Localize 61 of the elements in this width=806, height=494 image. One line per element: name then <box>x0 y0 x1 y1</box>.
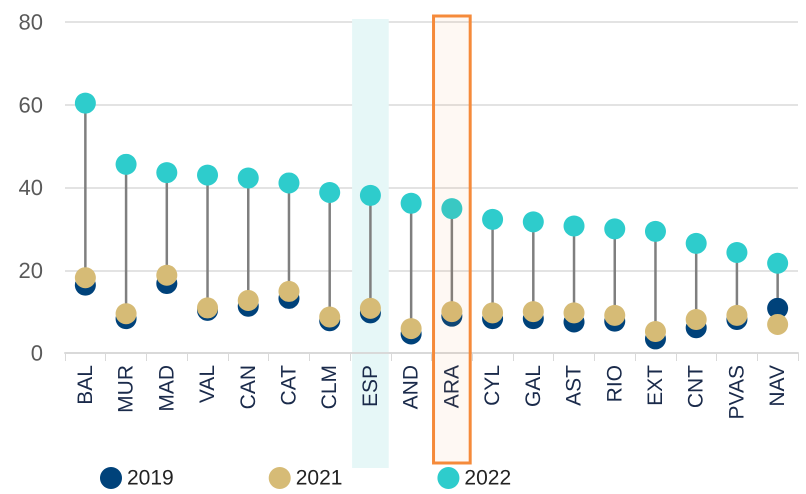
point <box>604 304 626 326</box>
point <box>400 192 422 214</box>
point <box>74 92 96 114</box>
x-tick-label: AND <box>400 365 423 410</box>
point <box>319 182 340 203</box>
y-tick-label: 80 <box>18 10 43 34</box>
x-tick-label: BAL <box>74 365 97 405</box>
x-tick-label: GAL <box>522 365 545 408</box>
point <box>278 172 300 194</box>
x-tick-label: CLM <box>318 365 342 410</box>
point <box>604 218 626 240</box>
point <box>441 301 462 322</box>
point <box>726 304 748 326</box>
point <box>482 208 504 230</box>
x-tick-label: ESP <box>358 365 382 408</box>
point <box>564 302 585 324</box>
legend-label: 2019 <box>127 466 174 490</box>
x-tick-label: CYL <box>481 365 504 406</box>
point <box>197 164 218 186</box>
x-tick-label: CAN <box>236 365 260 410</box>
point <box>156 162 178 184</box>
x-tick-label: RIO <box>603 365 626 402</box>
legend-label: 2021 <box>296 466 342 490</box>
y-tick-label: 60 <box>18 92 43 118</box>
point <box>116 303 137 324</box>
x-tick-label: CNT <box>684 364 708 408</box>
point <box>319 306 340 328</box>
legend-label: 2022 <box>464 466 512 490</box>
point <box>726 242 748 263</box>
point <box>441 198 462 220</box>
point <box>522 301 544 322</box>
point <box>238 290 259 311</box>
point <box>686 308 707 330</box>
point <box>644 320 666 342</box>
point <box>767 252 788 274</box>
point <box>522 211 544 232</box>
point <box>360 298 381 319</box>
x-tick-label: AST <box>562 364 586 406</box>
point <box>400 318 422 340</box>
x-tick-label: CAT <box>277 364 300 406</box>
x-tick-label: MUR <box>114 365 138 413</box>
x-tick-label: VAL <box>196 365 220 404</box>
x-tick-label: PVAS <box>725 365 748 420</box>
point <box>74 267 96 288</box>
point <box>156 264 178 286</box>
x-tick-label: MAD <box>155 365 178 412</box>
point <box>278 280 300 302</box>
y-tick-label: 0 <box>30 340 43 366</box>
point <box>482 302 504 324</box>
point <box>767 314 788 335</box>
point <box>686 232 707 254</box>
point <box>360 184 381 206</box>
y-tick-label: 20 <box>18 258 43 283</box>
point <box>564 215 585 236</box>
point <box>644 220 666 242</box>
point <box>116 154 137 175</box>
point <box>238 167 259 188</box>
y-tick-label: 40 <box>18 175 43 200</box>
x-tick-label: NAV <box>766 365 790 407</box>
x-tick-label: EXT <box>644 364 667 406</box>
x-tick-label: ARA <box>440 365 464 408</box>
